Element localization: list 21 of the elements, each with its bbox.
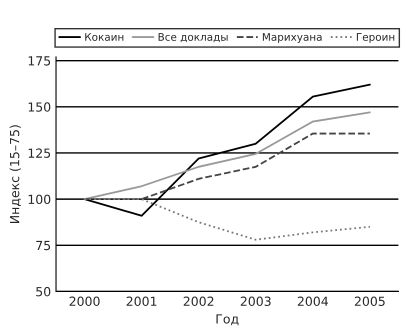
line-series <box>84 198 371 241</box>
x-tick-label: 2000 <box>70 296 100 306</box>
legend-label: Марихуана <box>262 33 322 43</box>
x-tick-label: 2004 <box>298 296 328 306</box>
legend-label: Героин <box>356 33 394 43</box>
y-tick-label: 175 <box>28 56 50 66</box>
y-tick-label: 100 <box>28 194 50 204</box>
x-tick-label: 2002 <box>184 296 214 306</box>
y-tick-label: 125 <box>28 148 50 158</box>
y-tick-label: 150 <box>28 102 50 112</box>
line-series <box>84 111 371 200</box>
y-axis-title: Индекс (15–75) <box>10 125 21 224</box>
x-tick-label: 2005 <box>354 296 385 306</box>
line-series <box>84 132 371 200</box>
y-tick-label: 50 <box>36 286 50 296</box>
legend-label: Все доклады <box>158 33 228 42</box>
x-tick-label: 2003 <box>240 296 271 306</box>
x-axis-title: Год <box>216 314 239 326</box>
legend-label: Кокаин <box>85 33 124 41</box>
x-tick-label: 2001 <box>126 296 156 306</box>
y-tick-label: 75 <box>36 240 50 250</box>
